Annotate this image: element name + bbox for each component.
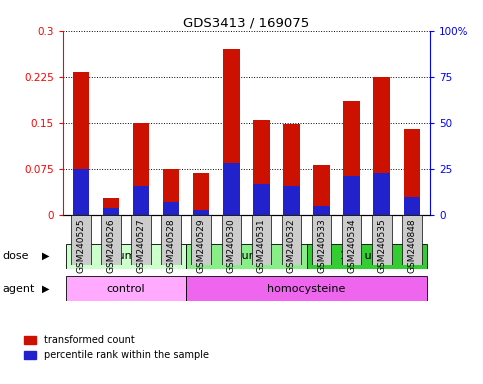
Bar [103,198,119,215]
Bar [72,169,89,215]
Text: GSM240848: GSM240848 [407,218,416,273]
FancyBboxPatch shape [282,215,301,265]
Bar [313,165,330,215]
Bar [253,120,270,215]
Bar [307,244,427,269]
Bar [283,124,300,215]
Text: GSM240530: GSM240530 [227,218,236,273]
FancyBboxPatch shape [312,215,331,265]
Bar [253,184,270,215]
FancyBboxPatch shape [342,215,361,265]
Text: ▶: ▶ [42,284,50,294]
Title: GDS3413 / 169075: GDS3413 / 169075 [183,17,310,30]
Bar [223,164,240,215]
FancyBboxPatch shape [252,215,271,265]
Text: 0 um/L: 0 um/L [107,251,145,262]
Text: GSM240528: GSM240528 [167,218,176,273]
Bar [313,206,330,215]
Text: GSM240525: GSM240525 [76,218,85,273]
Bar [343,101,360,215]
Bar [186,244,307,269]
Bar [223,49,240,215]
Text: GSM240532: GSM240532 [287,218,296,273]
Text: 100 um/L: 100 um/L [341,251,393,262]
FancyBboxPatch shape [131,215,151,265]
Text: control: control [107,284,145,294]
FancyBboxPatch shape [161,215,181,265]
Bar [133,185,149,215]
Bar [373,173,390,215]
Bar [193,210,210,215]
Bar [103,208,119,215]
Bar [163,169,179,215]
Bar [163,202,179,215]
Bar [66,276,186,301]
Bar [403,129,420,215]
Text: GSM240526: GSM240526 [106,218,115,273]
Text: GSM240534: GSM240534 [347,218,356,273]
Text: GSM240529: GSM240529 [197,218,206,273]
Legend: transformed count, percentile rank within the sample: transformed count, percentile rank withi… [24,335,209,360]
Text: dose: dose [2,251,29,261]
FancyBboxPatch shape [402,215,422,265]
Bar [133,123,149,215]
FancyBboxPatch shape [222,215,241,265]
Text: GSM240535: GSM240535 [377,218,386,273]
Bar [66,244,186,269]
Bar [72,73,89,215]
Bar [283,185,300,215]
FancyBboxPatch shape [372,215,392,265]
Bar [373,77,390,215]
FancyBboxPatch shape [101,215,121,265]
Text: ▶: ▶ [42,251,50,261]
Bar [186,276,427,301]
Text: 10 um/L: 10 um/L [224,251,269,262]
Text: GSM240531: GSM240531 [257,218,266,273]
Text: GSM240527: GSM240527 [137,218,145,273]
Text: GSM240533: GSM240533 [317,218,326,273]
Bar [193,173,210,215]
FancyBboxPatch shape [71,215,91,265]
Bar [403,197,420,215]
Text: homocysteine: homocysteine [267,284,346,294]
FancyBboxPatch shape [191,215,211,265]
Bar [343,176,360,215]
Text: agent: agent [2,284,35,294]
